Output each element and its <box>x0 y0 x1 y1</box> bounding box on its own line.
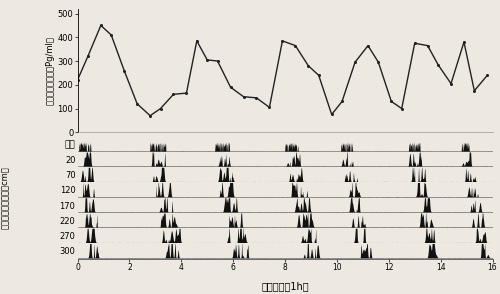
Text: 70: 70 <box>65 171 76 180</box>
Text: 220: 220 <box>60 217 76 226</box>
Y-axis label: 血浆胃动素浓度（Pg/ml）: 血浆胃动素浓度（Pg/ml） <box>46 36 54 105</box>
Text: 120: 120 <box>60 186 76 196</box>
Text: 时间间隔（1h）: 时间间隔（1h） <box>261 281 309 291</box>
Text: 270: 270 <box>60 232 76 241</box>
Text: 胃穦: 胃穦 <box>64 141 76 150</box>
Text: 距幽门括约肌距离（cm）: 距幽门括约肌距离（cm） <box>0 166 10 229</box>
Text: 170: 170 <box>60 202 76 211</box>
Text: 20: 20 <box>65 156 76 165</box>
Text: 300: 300 <box>60 248 76 256</box>
